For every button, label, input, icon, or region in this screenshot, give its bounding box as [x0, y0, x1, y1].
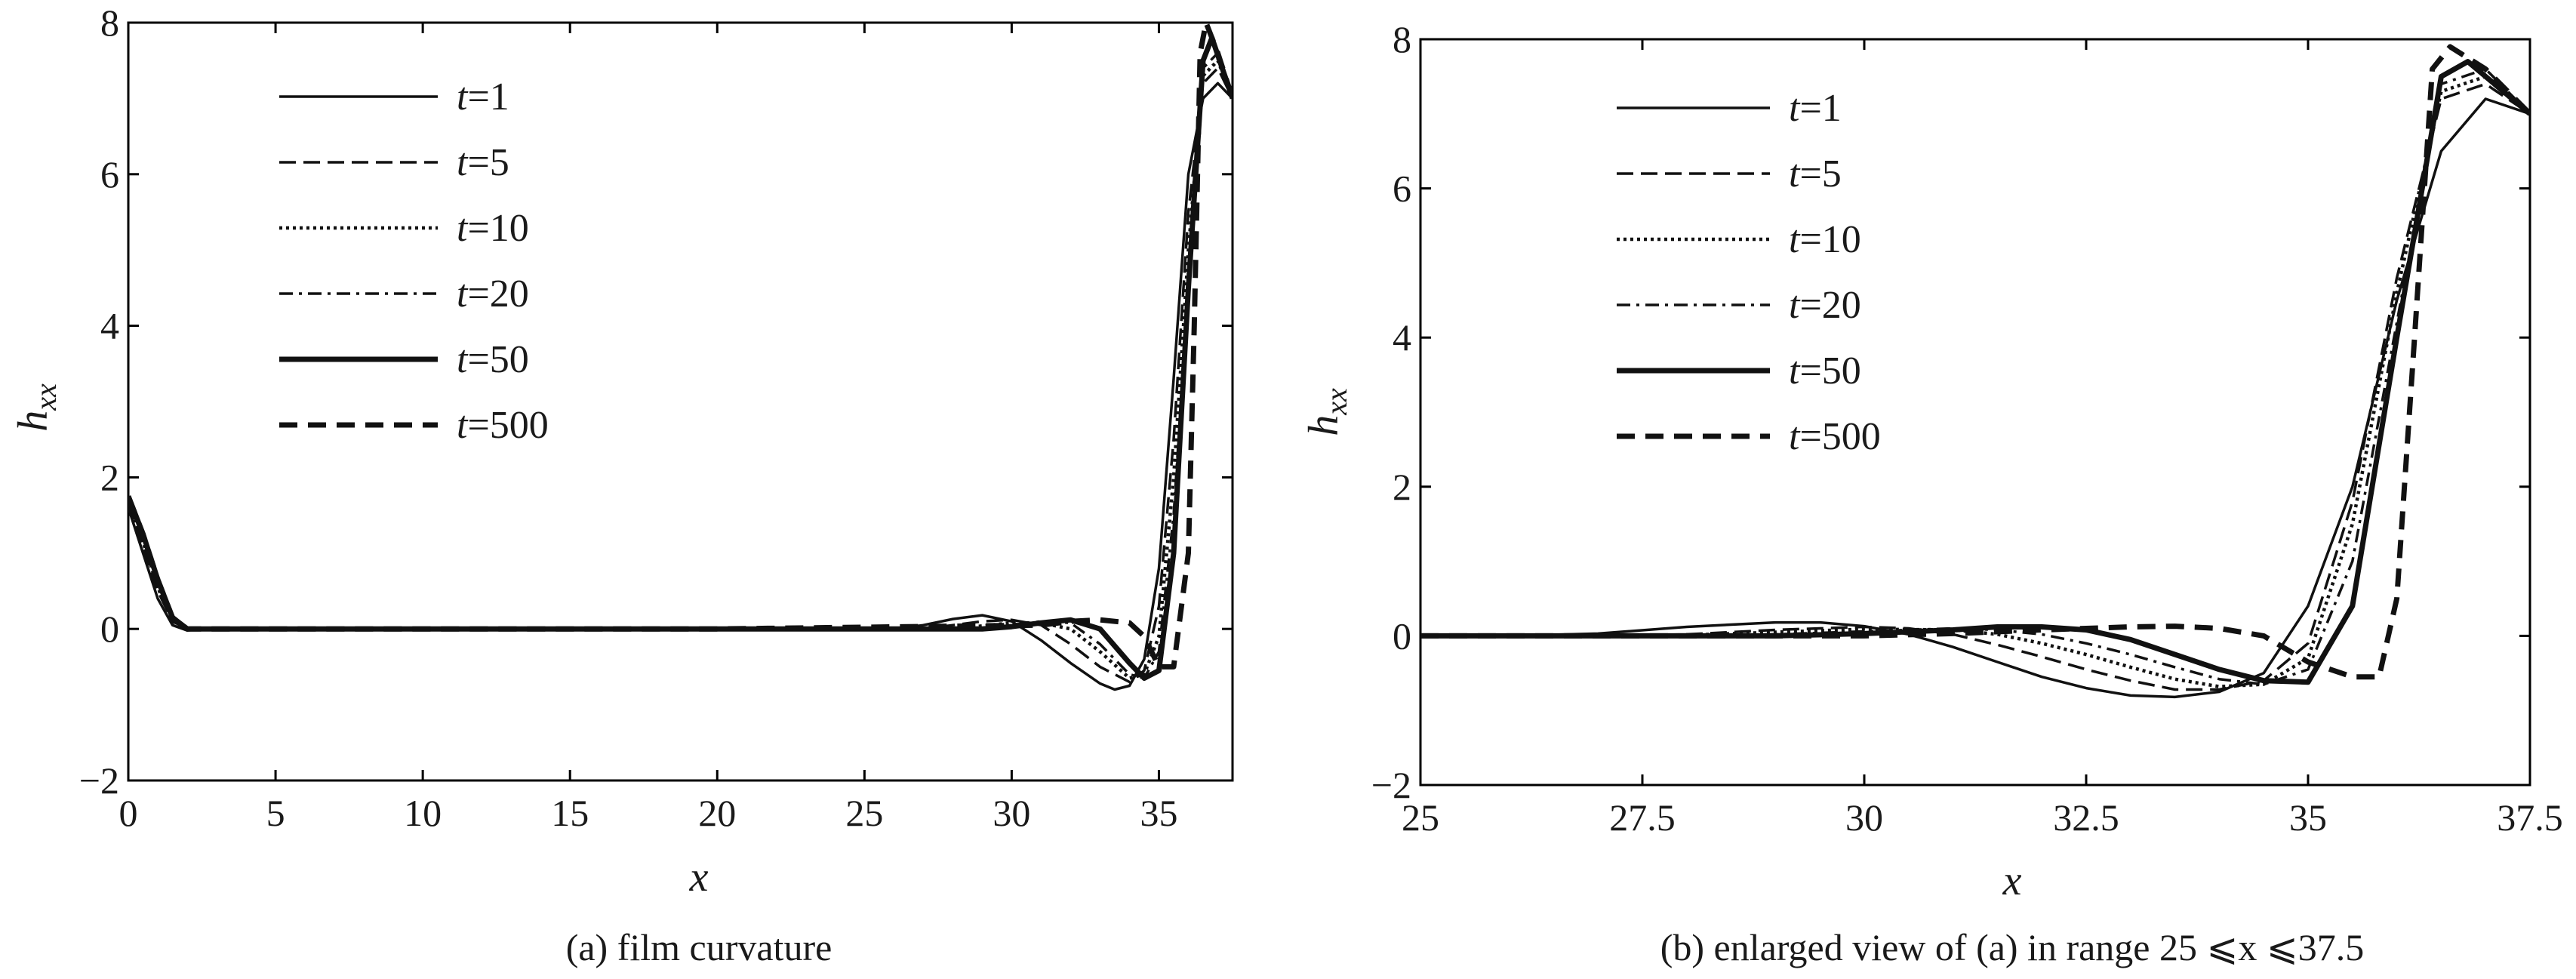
y-tick-label: 0	[100, 608, 119, 650]
x-tick-label: 0	[119, 792, 138, 834]
legend-label: t=1	[457, 75, 509, 119]
y-axis-label-b: hxx	[1300, 388, 1353, 436]
legend-label-value: =50	[1799, 349, 1860, 393]
legend-label-var: t	[457, 207, 469, 250]
x-tick-label: 15	[551, 792, 589, 834]
series-line-t=500	[1420, 44, 2530, 680]
series-line-t=10	[1420, 75, 2530, 688]
legend-label-value: =10	[467, 207, 528, 250]
legend-label-value: =5	[467, 141, 509, 184]
x-tick-label: 35	[1140, 792, 1177, 834]
caption-b: (b) enlarged view of (a) in range 25 ⩽x …	[1660, 926, 2365, 968]
x-tick-label: 25	[845, 792, 883, 834]
x-axis-label-a: x	[689, 854, 709, 900]
x-tick-label: 32.5	[2053, 796, 2119, 839]
legend-label-value: =10	[1799, 218, 1860, 261]
x-tick-labels-b: 25 27.5 30 32.5 35 37.5	[1402, 796, 2563, 839]
x-axis-label-b: x	[2002, 857, 2022, 904]
x-tick-label: 30	[1845, 796, 1883, 839]
legend-label: t=20	[457, 272, 529, 316]
y-axis-label-sub-a: xx	[29, 383, 63, 411]
legend-label: t=5	[1789, 152, 1842, 195]
legend-label: t=5	[457, 141, 509, 184]
legend-label-value: =1	[467, 75, 509, 119]
legend-a: t=1t=5t=10t=20t=50t=500	[279, 75, 549, 447]
x-tick-label: 27.5	[1609, 796, 1676, 839]
series-group-b	[1420, 44, 2530, 699]
x-tick-label: 37.5	[2497, 796, 2563, 839]
x-tick-label: 35	[2289, 796, 2327, 839]
legend-label-var: t	[1789, 284, 1801, 327]
y-tick-label: 2	[100, 456, 119, 498]
y-tick-label: 6	[100, 153, 119, 195]
x-tick-label: 20	[698, 792, 736, 834]
legend-label: t=50	[457, 338, 529, 381]
legend-label-var: t	[457, 141, 469, 184]
legend-label: t=10	[457, 207, 529, 250]
y-tick-label: 4	[1393, 316, 1411, 359]
series-group-a	[128, 23, 1233, 691]
legend-label: t=20	[1789, 284, 1861, 327]
legend-label-value: =50	[467, 338, 528, 381]
legend-label-var: t	[457, 272, 469, 316]
legend-label-var: t	[457, 338, 469, 381]
y-tick-label: 2	[1393, 466, 1411, 508]
legend-label-var: t	[1789, 415, 1801, 458]
series-line-t=20	[128, 51, 1233, 680]
legend-label-value: =20	[1799, 284, 1860, 327]
legend-label: t=500	[1789, 415, 1881, 458]
y-tick-label: −2	[79, 759, 119, 802]
legend-label: t=10	[1789, 218, 1861, 261]
legend-label-value: =5	[1799, 152, 1841, 195]
series-line-t=5	[1420, 82, 2530, 691]
x-tick-label: 25	[1402, 796, 1439, 839]
y-tick-label: −2	[1371, 764, 1411, 806]
legend-label-var: t	[1789, 152, 1801, 195]
y-tick-labels-a: −2 0 2 4 6 8	[79, 2, 119, 802]
y-axis-label-a: hxx	[10, 383, 63, 432]
x-tick-label: 5	[266, 792, 285, 834]
tick-marks-a	[127, 21, 1233, 782]
legend-label: t=50	[1789, 349, 1861, 393]
series-line-t=1	[1420, 97, 2530, 699]
plot-frame-a	[127, 21, 1234, 782]
series-line-t=500	[128, 23, 1233, 670]
y-axis-label-main-a: h	[10, 411, 57, 432]
legend-label-var: t	[1789, 87, 1801, 130]
series-line-t=20	[1420, 67, 2530, 686]
y-axis-label-sub-b: xx	[1319, 388, 1353, 416]
y-tick-labels-b: −2 0 2 4 6 8	[1371, 18, 1411, 806]
plot-frame-b	[1419, 38, 2531, 787]
legend-label-var: t	[457, 404, 469, 447]
legend-label: t=500	[457, 404, 549, 447]
x-tick-label: 30	[993, 792, 1030, 834]
legend-label-var: t	[1789, 349, 1801, 393]
legend-b: t=1t=5t=10t=20t=50t=500	[1617, 87, 1881, 458]
legend-label-var: t	[457, 75, 469, 119]
tick-marks-b	[1419, 38, 2531, 787]
y-tick-label: 0	[1393, 614, 1411, 657]
legend-label-value: =500	[467, 404, 548, 447]
legend-label-var: t	[1789, 218, 1801, 261]
y-tick-label: 6	[1393, 168, 1411, 210]
caption-a: (a) film curvature	[566, 926, 833, 968]
series-line-t=10	[128, 58, 1233, 680]
legend-label-value: =1	[1799, 87, 1841, 130]
y-tick-label: 8	[1393, 18, 1411, 60]
y-axis-label-main-b: h	[1300, 415, 1347, 436]
series-line-t=50	[1420, 59, 2530, 685]
y-tick-label: 8	[100, 2, 119, 44]
series-line-t=5	[128, 66, 1233, 684]
legend-label: t=1	[1789, 87, 1842, 130]
y-tick-label: 4	[100, 305, 119, 347]
x-tick-label: 10	[404, 792, 442, 834]
series-line-t=1	[128, 82, 1233, 691]
x-tick-labels-a: 0 5 10 15 20 25 30 35	[119, 792, 1178, 834]
legend-label-value: =20	[467, 272, 528, 316]
legend-label-value: =500	[1799, 415, 1880, 458]
